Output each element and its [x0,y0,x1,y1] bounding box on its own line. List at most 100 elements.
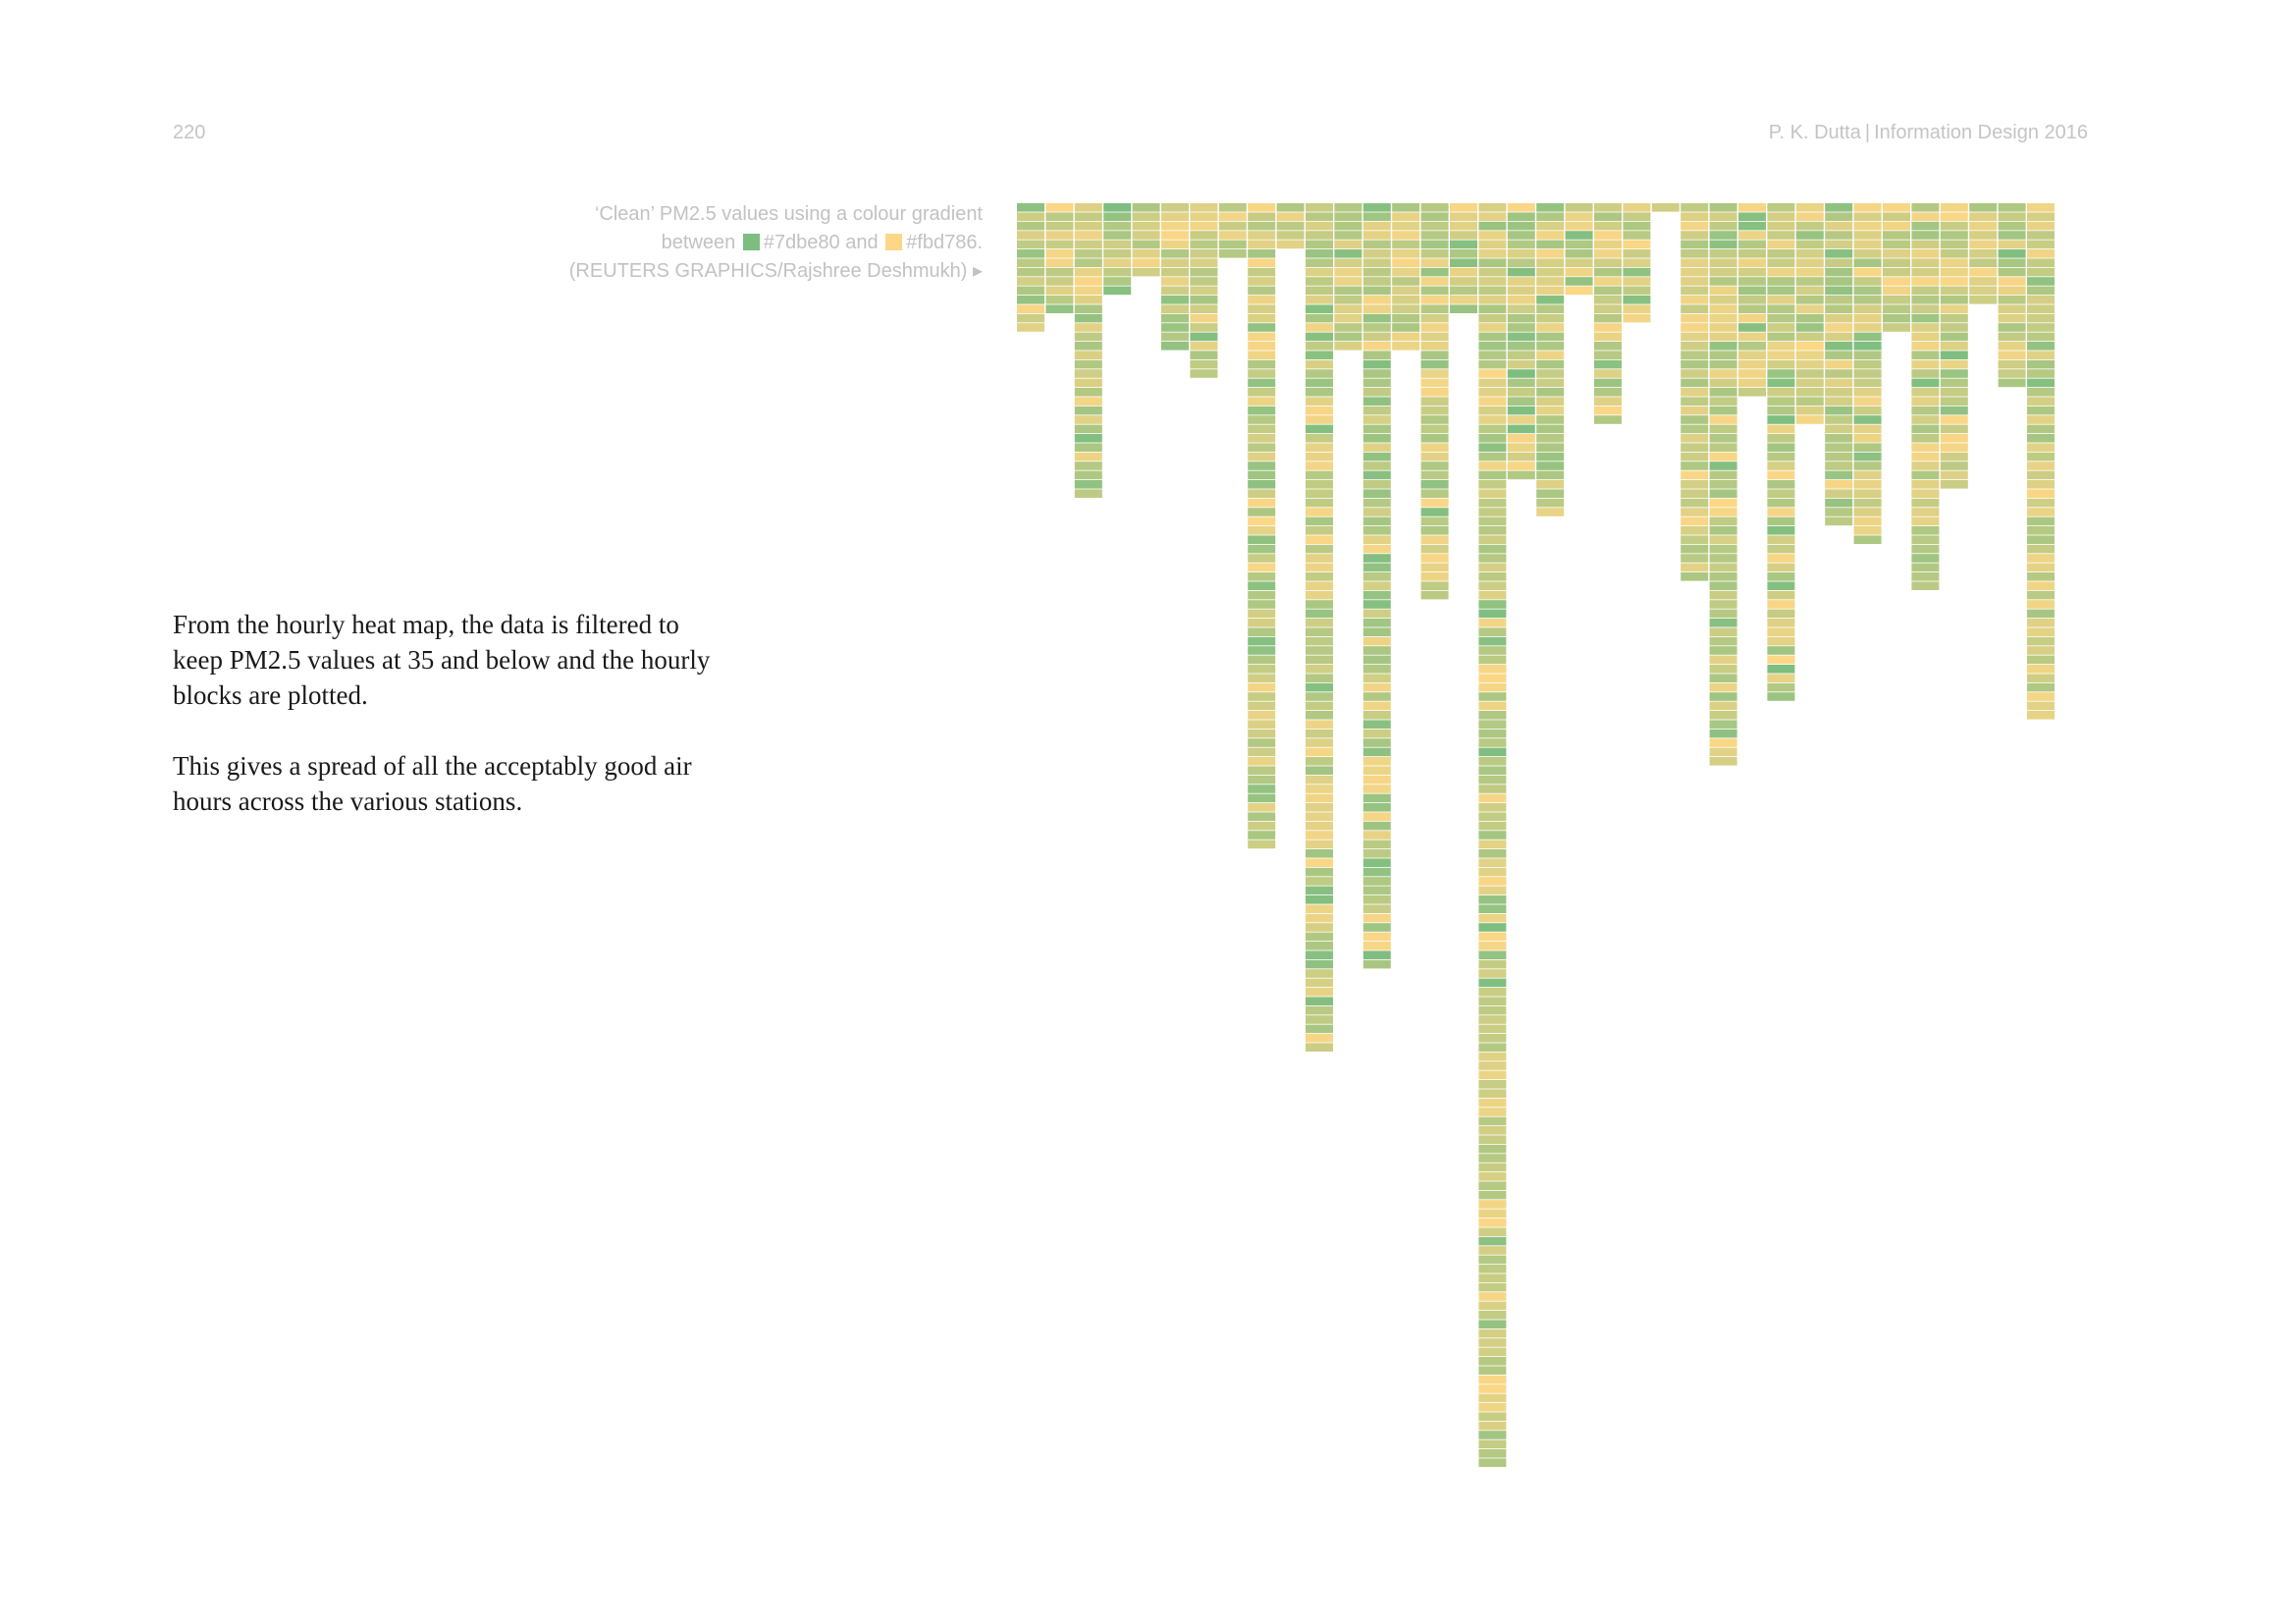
hour-block [1969,258,1998,267]
hour-block [1478,489,1507,498]
hour-block [1853,434,1882,443]
hour-block [1478,646,1507,655]
hour-block [1420,342,1449,351]
hour-block [1681,452,1709,461]
hour-block [1911,508,1940,516]
hour-block [1911,526,1940,535]
hour-block [1362,877,1391,886]
hour-block [1969,277,1998,286]
hour-block [1362,886,1391,895]
hour-block [1306,886,1333,895]
hour-block [1507,415,1535,424]
hour-block [1825,351,1853,359]
hour-block [1507,470,1535,480]
hour-block [1306,388,1333,397]
hour-block [1045,304,1074,313]
hour-block [1940,323,1968,332]
hour-block [1709,544,1737,554]
station-column [1362,203,1391,969]
hour-block [1017,221,1044,231]
hour-block [1478,886,1507,895]
hour-block [1334,231,1362,240]
hour-block [1248,434,1276,443]
hour-block [1911,221,1940,231]
hour-block [1478,1431,1507,1439]
hour-block [1248,831,1276,839]
hour-block [1911,249,1940,258]
hour-block [1825,359,1853,369]
hour-block [1594,415,1622,424]
hour-block [1248,665,1276,674]
hour-block [1478,332,1507,342]
hour-block [1161,313,1189,323]
hour-block [1248,304,1276,313]
hour-block [1248,277,1276,286]
hour-block [1420,359,1449,369]
hour-block [1478,1218,1507,1227]
hour-block [1248,470,1276,480]
hour-block [1218,212,1247,221]
hour-block [1017,212,1044,221]
hour-block [1998,258,2026,267]
hour-block [2027,313,2055,323]
hour-block [1507,313,1535,323]
hour-block [1623,249,1651,258]
hour-block [1709,461,1737,470]
hour-block [1362,480,1391,489]
hour-block [1478,554,1507,563]
hour-block [1161,203,1189,212]
hour-block [1306,609,1333,619]
hour-block [2027,563,2055,572]
hour-block [1248,452,1276,461]
hour-block [1478,867,1507,877]
hour-block [1507,406,1535,415]
hour-block [1478,369,1507,378]
hour-block [1478,793,1507,803]
hour-block [1623,212,1651,221]
hour-block [1594,258,1622,267]
hour-block [1594,388,1622,397]
hour-block [1681,535,1709,544]
hour-block [1853,258,1882,267]
hour-block [1306,821,1333,831]
hour-block [1767,388,1795,397]
hour-block [1392,342,1420,351]
hour-block [1536,461,1565,470]
hour-block [1709,388,1737,397]
hour-block [1911,544,1940,554]
hour-block [1565,240,1593,249]
hour-block [1074,296,1102,304]
hour-block [1853,516,1882,526]
hour-block [1161,231,1189,240]
hour-block [1709,267,1737,277]
hour-block [1709,397,1737,406]
hour-block [1825,249,1853,258]
hour-block [1420,351,1449,359]
hour-block [1911,498,1940,508]
hour-block [1190,203,1218,212]
hour-block [1478,1311,1507,1320]
hour-block [1306,203,1333,212]
hour-block [1709,313,1737,323]
hour-block [1795,397,1824,406]
hour-block [1478,895,1507,904]
hour-block [1218,249,1247,258]
hour-block [1795,203,1824,212]
hour-block [1248,516,1276,526]
body-paragraph-2: This gives a spread of all the acceptabl… [173,751,692,816]
hour-block [1306,655,1333,665]
hour-block [1161,240,1189,249]
hour-block [1825,388,1853,397]
hour-block [1795,313,1824,323]
hour-block [1074,342,1102,351]
hour-block [1306,470,1333,480]
hour-block [1478,932,1507,942]
hour-block [1420,286,1449,296]
hour-block [1853,296,1882,304]
hour-block [1103,231,1132,240]
hour-block [1392,249,1420,258]
green-swatch [742,234,760,250]
hour-block [1738,313,1766,323]
hour-block [1767,655,1795,665]
hour-block [1306,212,1333,221]
